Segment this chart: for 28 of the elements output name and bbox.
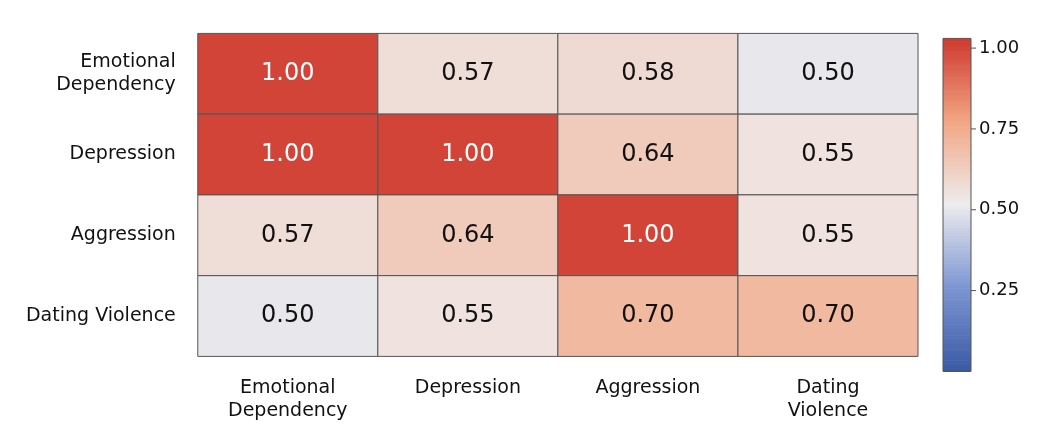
y-tick-label: Emotional Dependency <box>56 49 176 95</box>
data-label: 0.50 <box>261 300 315 329</box>
data-label: 0.55 <box>801 138 855 167</box>
x-tick-label: Aggression <box>595 374 701 397</box>
data-label: 0.50 <box>801 58 855 87</box>
data-label: 0.58 <box>621 58 675 87</box>
color-bar-label: 0.50 <box>979 197 1020 219</box>
y-tick-label: Aggression <box>70 222 176 245</box>
color-bar-label: 1.00 <box>979 35 1020 57</box>
data-label: 0.55 <box>801 219 855 248</box>
data-label: 1.00 <box>621 219 675 248</box>
data-label: 0.70 <box>801 300 855 329</box>
color-bar-label: 0.25 <box>979 278 1020 300</box>
data-label: 0.57 <box>441 58 495 87</box>
x-tick-label: Dating Violence <box>787 374 869 420</box>
data-label: 0.70 <box>621 300 675 329</box>
data-label: 0.64 <box>621 138 675 167</box>
color-bar-label: 0.75 <box>979 116 1020 138</box>
x-tick-label: Depression <box>414 374 521 397</box>
data-label: 0.64 <box>441 219 495 248</box>
data-label: 0.55 <box>441 300 495 329</box>
y-tick-label: Depression <box>69 141 176 164</box>
data-label: 1.00 <box>261 138 315 167</box>
data-label: 1.00 <box>261 58 315 87</box>
y-tick-label: Dating Violence <box>25 302 176 325</box>
data-label: 1.00 <box>441 138 495 167</box>
x-tick-label: Emotional Dependency <box>228 374 348 420</box>
data-label: 0.57 <box>261 219 315 248</box>
